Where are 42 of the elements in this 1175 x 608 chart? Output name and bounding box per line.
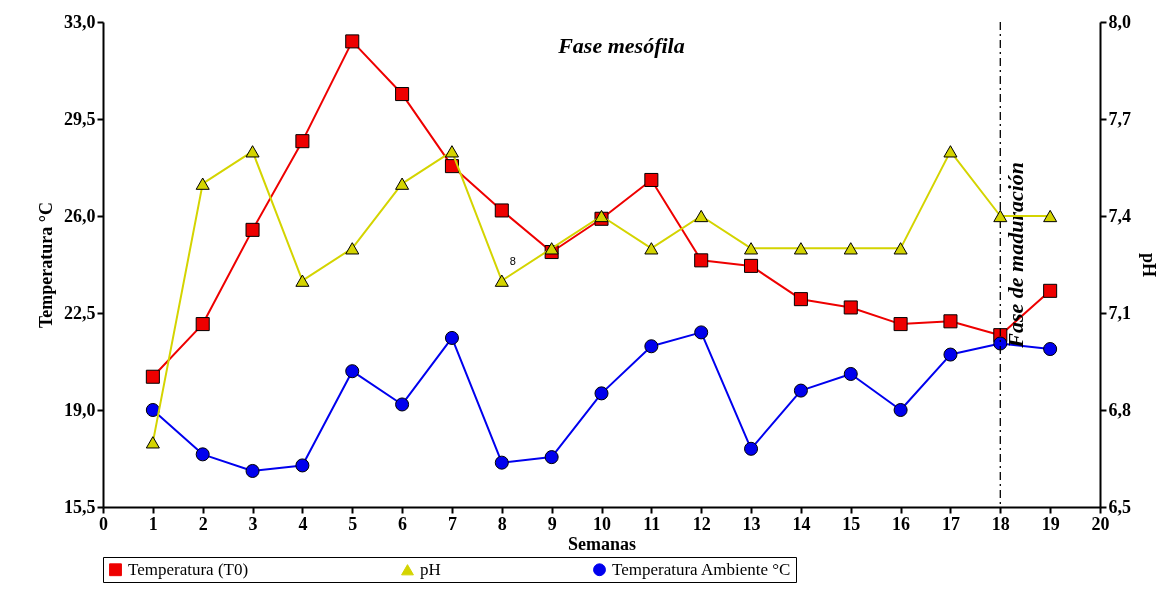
- x-tick-label: 15: [842, 513, 861, 534]
- x-tick-label: 16: [892, 513, 911, 534]
- x-tick-label: 14: [792, 513, 811, 534]
- x-tick-label: 18: [991, 513, 1010, 534]
- y2-tick-label: 6,5: [1108, 496, 1131, 517]
- x-tick-label: 20: [1091, 513, 1110, 534]
- x-tick-label: 8: [497, 513, 507, 534]
- y2-tick-label: 7,7: [1108, 108, 1131, 129]
- x-tick-label: 2: [198, 513, 208, 534]
- x-tick-label: 12: [692, 513, 711, 534]
- x-tick-label: 11: [643, 513, 661, 534]
- legend-label: pH: [420, 559, 441, 579]
- x-tick-label: 3: [248, 513, 258, 534]
- y-tick-label: 19,0: [64, 399, 96, 420]
- annotation: 8: [509, 254, 516, 267]
- x-axis-title: Semanas: [567, 533, 637, 554]
- x-tick-label: 6: [398, 513, 408, 534]
- y-tick-label: 33,0: [64, 11, 96, 32]
- x-tick-label: 5: [348, 513, 358, 534]
- x-tick-label: 0: [99, 513, 108, 534]
- y-tick-label: 15,5: [64, 496, 96, 517]
- y2-tick-label: 8,0: [1108, 11, 1131, 32]
- ref-line-label: Fase de maduración: [1003, 161, 1029, 349]
- x-tick-label: 9: [547, 513, 557, 534]
- x-tick-label: 7: [447, 513, 457, 534]
- y-tick-label: 29,5: [64, 108, 96, 129]
- annotation: Fase mesófila: [557, 33, 685, 58]
- y2-tick-label: 6,8: [1108, 399, 1131, 420]
- x-tick-label: 1: [148, 513, 158, 534]
- x-tick-label: 13: [742, 513, 761, 534]
- x-tick-label: 17: [941, 513, 960, 534]
- y-axis-title: Temperatura °C: [36, 201, 56, 329]
- y2-axis-title: pH: [1139, 252, 1159, 278]
- y-tick-label: 22,5: [64, 302, 96, 323]
- x-tick-label: 4: [298, 513, 308, 534]
- legend-label: Temperatura Ambiente °C: [612, 559, 791, 579]
- y2-tick-label: 7,4: [1108, 205, 1131, 226]
- y-tick-label: 26,0: [64, 205, 96, 226]
- x-tick-label: 10: [593, 513, 611, 534]
- legend-label: Temperatura (T0): [128, 559, 249, 579]
- y2-tick-label: 7,1: [1108, 302, 1131, 323]
- x-tick-label: 19: [1041, 513, 1060, 534]
